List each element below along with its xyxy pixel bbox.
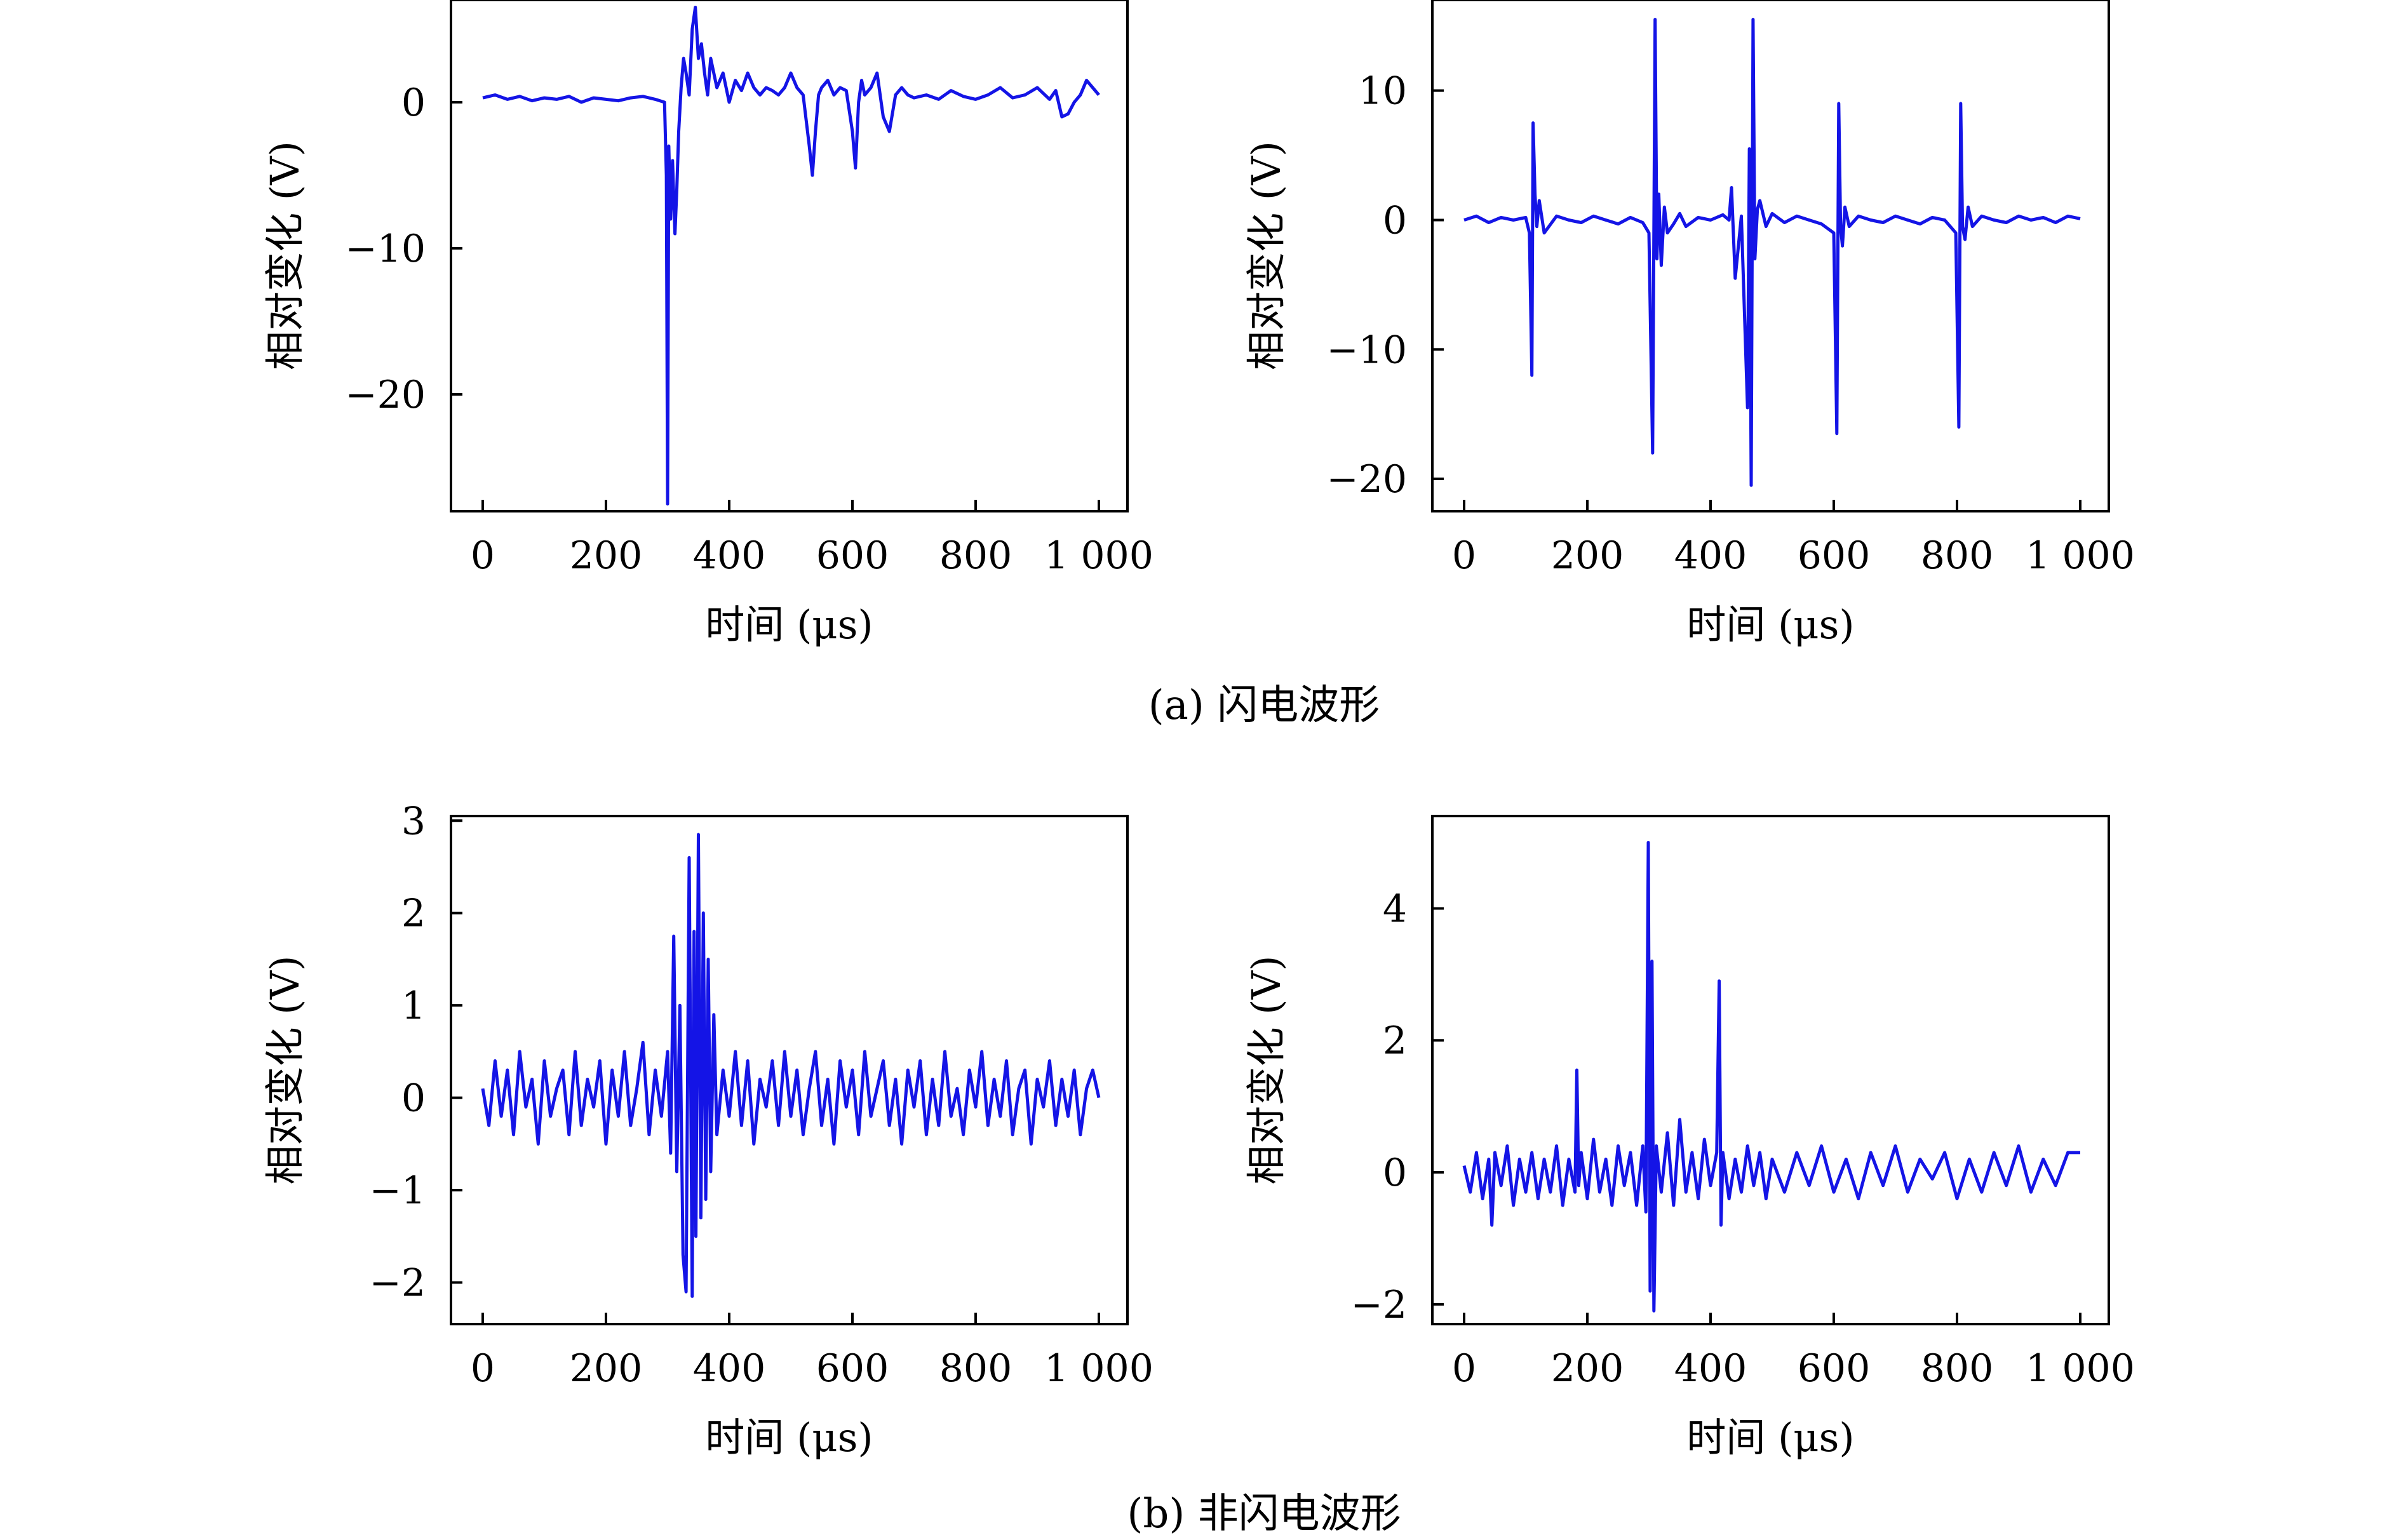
x-tick-label: 400 [1674,533,1747,578]
y-tick-label: −2 [370,1261,426,1306]
x-axis-label: 时间 (μs) [1686,1414,1854,1461]
y-axis-label: 相对变化 (V) [1243,141,1289,370]
series-line [481,833,1101,1298]
x-tick-label: 0 [1452,533,1476,578]
y-tick-label: −1 [370,1168,426,1213]
x-axis-label: 时间 (μs) [705,1414,873,1461]
series-line [1462,841,2080,1313]
x-tick-label: 200 [570,1346,643,1391]
x-tick-label: 1 000 [1044,533,1153,578]
x-tick-label: 1 000 [1044,1346,1153,1391]
y-tick-label: −20 [1326,457,1407,502]
plot-frame [450,0,1129,512]
y-tick-label: −2 [1351,1283,1407,1327]
plot-a-right: 0 200 400 600 800 1 000 10 0 −10 −20 时间 (μs) 相对变化 (… [1243,0,2135,648]
y-tick-label: 0 [1383,198,1407,243]
x-tick-label: 400 [693,1346,766,1391]
y-axis-label: 相对变化 (V) [1243,956,1289,1185]
x-tick-label: 1 000 [2026,533,2135,578]
x-tick-label: 600 [1798,1346,1871,1391]
y-tick-label: 10 [1359,69,1407,114]
x-tick-label: 400 [693,533,766,578]
y-axis-label: 相对变化 (V) [262,956,308,1185]
x-axis-label: 时间 (μs) [705,601,873,648]
x-tick-label: 800 [1921,533,1994,578]
x-axis-label: 时间 (μs) [1686,601,1854,648]
y-tick-label: 0 [1383,1151,1407,1195]
plot-frame [450,815,1129,1325]
x-tick-label: 200 [1551,1346,1624,1391]
y-tick-label: 0 [401,81,426,125]
y-tick-label: −10 [345,227,426,271]
plot-b-left: 0 200 400 600 800 1 000 3 2 1 0 −1 −2 时间 (μs) 相对变化 (V… [262,799,1153,1461]
x-tick-label: 600 [816,1346,889,1391]
y-tick-label: 1 [401,984,426,1028]
plot-frame [1431,0,2110,512]
y-axis-label: 相对变化 (V) [262,141,308,370]
y-tick-label: −20 [345,373,426,417]
x-tick-label: 600 [816,533,889,578]
plot-a-left: 0 200 400 600 800 1 000 0 −10 −20 时间 (μs) 相对变化 (V) [262,0,1153,648]
y-tick-label: 4 [1383,887,1407,931]
plot-frame [1431,815,2110,1325]
x-tick-label: 0 [1452,1346,1476,1391]
caption-a: (a) 闪电波形 [1148,682,1380,729]
x-tick-label: 1 000 [2026,1346,2135,1391]
x-tick-label: 200 [570,533,643,578]
x-tick-label: 800 [939,1346,1012,1391]
caption-b: (b) 非闪电波形 [1127,1490,1401,1537]
plot-b-right: 0 200 400 600 800 1 000 4 2 0 −2 时间 (μs) 相对变化 (V) [1243,815,2135,1461]
y-tick-label: 2 [401,892,426,936]
x-tick-label: 400 [1674,1346,1747,1391]
y-tick-label: 0 [401,1076,426,1121]
x-tick-label: 600 [1798,533,1871,578]
y-tick-label: 3 [401,799,426,843]
series-line [482,6,1100,506]
series-line [1463,18,2081,487]
y-tick-label: 2 [1383,1019,1407,1063]
y-tick-label: −10 [1326,328,1407,372]
x-tick-label: 200 [1551,533,1624,578]
x-tick-label: 800 [1921,1346,1994,1391]
x-tick-label: 800 [939,533,1012,578]
x-tick-label: 0 [471,1346,495,1391]
x-tick-label: 0 [471,533,495,578]
